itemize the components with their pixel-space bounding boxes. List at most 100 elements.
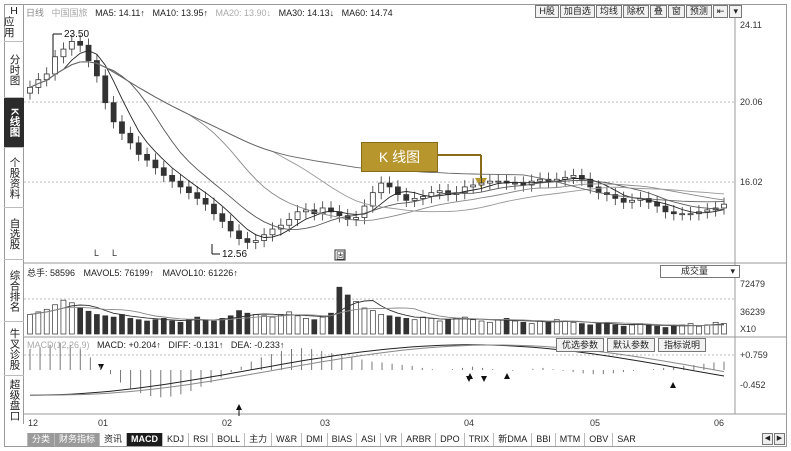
volume-bar — [311, 319, 318, 335]
candle — [378, 182, 385, 194]
candle — [570, 175, 577, 178]
buy-arrow-icon — [467, 373, 473, 379]
sidebar-item-timeshare[interactable]: 分时图 — [4, 42, 24, 98]
volume-bar — [645, 324, 652, 335]
sidebar-item-label: 自选股 — [8, 217, 21, 250]
candle — [721, 203, 727, 209]
x-tick-label: 12 — [28, 418, 38, 428]
volume-bar — [612, 324, 619, 335]
diff-value: DIFF: -0.131↑ — [168, 340, 224, 350]
tab-4[interactable]: KDJ — [162, 433, 188, 446]
sidebar-item-kline[interactable]: K线图 — [4, 98, 24, 148]
volume-bar — [85, 310, 92, 335]
tab-12[interactable]: VR — [379, 433, 402, 446]
overlay-button[interactable]: 叠 — [649, 5, 667, 18]
tab-18[interactable]: MTM — [554, 433, 585, 446]
candle — [152, 159, 159, 169]
tab-14[interactable]: DPO — [435, 433, 464, 446]
sidebar-item-profile[interactable]: 个股资料 — [4, 148, 24, 208]
optimize-params-button[interactable]: 优选参数 — [556, 338, 605, 352]
chart-toolbar: H股 加自选 均线 除权 叠 窗 预测 ⇤ ▾ — [535, 5, 742, 18]
volume-bar — [704, 324, 711, 335]
volume-bar — [27, 314, 33, 335]
add-watchlist-button[interactable]: 加自选 — [559, 5, 595, 18]
tab-2[interactable]: 资讯 — [99, 433, 126, 446]
sidebar-item-label: 超级盘口 — [8, 379, 21, 421]
candle — [202, 197, 209, 205]
default-params-button[interactable]: 默认参数 — [607, 338, 656, 352]
tab-5[interactable]: RSI — [188, 433, 212, 446]
sidebar-item-label: 综合排名 — [8, 269, 21, 312]
volume-bar — [110, 316, 117, 335]
candle — [386, 182, 393, 188]
macd-legend: MACD(12,26,9) MACD: +0.204↑ DIFF: -0.131… — [27, 340, 289, 350]
sell-arrow-icon — [481, 376, 487, 382]
candle — [93, 60, 100, 77]
volume-bar — [43, 308, 50, 335]
ma-button[interactable]: 均线 — [595, 5, 622, 18]
tab-19[interactable]: OBV — [584, 433, 612, 446]
scroll-right-icon[interactable]: ▶ — [774, 433, 785, 445]
sidebar-item-orderbook[interactable]: 超级盘口 — [4, 376, 24, 424]
volume-bar — [68, 302, 75, 335]
candle — [512, 182, 518, 185]
volume-bar — [119, 314, 125, 335]
volume-bar — [186, 319, 192, 335]
candle — [244, 238, 251, 243]
candle — [353, 217, 359, 220]
x-tick-label: 02 — [222, 418, 232, 428]
candle — [219, 213, 226, 222]
tab-1[interactable]: 财务指标 — [54, 433, 100, 446]
tab-17[interactable]: BBI — [531, 433, 555, 446]
volume-bar — [152, 319, 159, 335]
mavol5-value: MAVOL5: 76199↑ — [83, 268, 154, 278]
tab-13[interactable]: ARBR — [401, 433, 435, 446]
arrows-icon[interactable]: ⇤ — [712, 5, 729, 18]
candle — [211, 203, 217, 215]
volume-bar — [411, 319, 418, 335]
candle — [478, 182, 485, 186]
tab-9[interactable]: DMI — [301, 433, 327, 446]
candle — [144, 153, 150, 161]
candle — [68, 41, 75, 50]
h-share-button[interactable]: H股 — [535, 5, 559, 18]
tab-6[interactable]: BOLL — [212, 433, 244, 446]
volume-bar — [244, 312, 251, 335]
volume-bars — [27, 286, 727, 335]
volume-bar — [670, 325, 677, 335]
volume-bar — [52, 304, 58, 335]
candle — [486, 180, 493, 184]
forecast-button[interactable]: 预测 — [685, 5, 712, 18]
tab-0[interactable]: 分类 — [27, 433, 55, 446]
ma10-line — [29, 61, 725, 231]
candle — [369, 192, 376, 207]
candle — [119, 121, 125, 134]
tab-8[interactable]: W&R — [271, 433, 301, 446]
sidebar-item-ranking[interactable]: 综合排名 — [4, 260, 24, 322]
window-button[interactable]: 窗 — [667, 5, 685, 18]
tab-10[interactable]: BIAS — [326, 433, 357, 446]
tab-15[interactable]: TRIX — [463, 433, 494, 446]
chevron-down-icon[interactable]: ▾ — [729, 5, 742, 18]
tab-3[interactable]: MACD — [126, 433, 163, 446]
sidebar-item-label: 个股资料 — [8, 156, 21, 199]
tab-20[interactable]: SAR — [612, 433, 640, 446]
tab-16[interactable]: 新DMA — [493, 433, 531, 446]
volume-bar — [127, 318, 134, 335]
sidebar-item-apps[interactable]: H 应用 — [4, 4, 24, 42]
scroll-left-icon[interactable]: ◀ — [762, 433, 773, 445]
volume-bar — [395, 316, 401, 335]
indicator-help-button[interactable]: 指标说明 — [658, 338, 707, 352]
tab-7[interactable]: 主力 — [244, 433, 271, 446]
macd-buttons: 优选参数 默认参数 指标说明 — [556, 338, 707, 352]
indicator-select[interactable]: 成交量 ▾ — [660, 265, 740, 278]
candle — [294, 211, 301, 220]
sidebar-item-diagnosis[interactable]: 牛叉诊股 — [4, 322, 24, 376]
vol-tick-label: 36239 — [740, 307, 765, 317]
volume-bar — [420, 316, 426, 335]
volume-bar — [629, 324, 635, 335]
sidebar-item-watchlist[interactable]: 自选股 — [4, 208, 24, 260]
volume-bar — [219, 318, 226, 335]
ex-rights-button[interactable]: 除权 — [622, 5, 649, 18]
tab-11[interactable]: ASI — [356, 433, 380, 446]
